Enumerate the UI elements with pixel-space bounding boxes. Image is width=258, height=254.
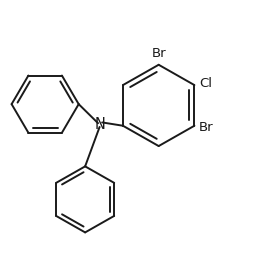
Text: N: N [95, 117, 106, 132]
Text: Br: Br [199, 120, 214, 134]
Text: Br: Br [151, 47, 166, 60]
Text: Cl: Cl [199, 76, 212, 90]
